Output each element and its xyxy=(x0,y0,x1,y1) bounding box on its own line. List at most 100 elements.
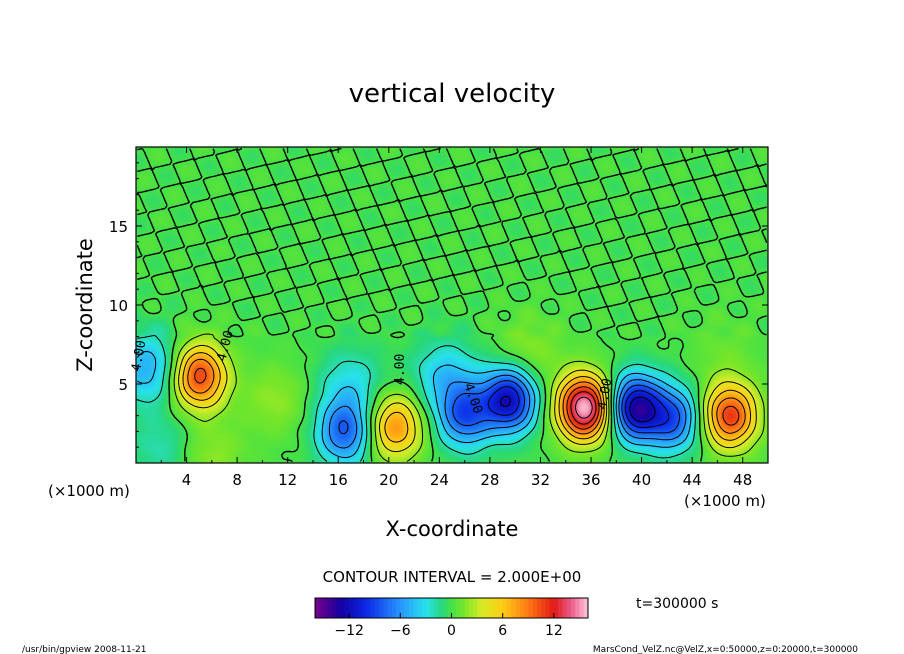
contour-line xyxy=(487,386,670,429)
colorbar-segment xyxy=(344,598,350,618)
colorbar-segment xyxy=(485,598,491,618)
contour-label: 4.00 xyxy=(129,339,149,372)
colorbar-segment xyxy=(442,598,448,618)
footer-left: /usr/bin/gpview 2008-11-21 xyxy=(22,645,146,654)
colorbar-segment xyxy=(562,598,568,618)
colorbar-segment xyxy=(524,598,529,618)
colorbar-segment xyxy=(349,598,354,618)
contour-line xyxy=(136,147,768,462)
colorbar-tick-label: 12 xyxy=(545,623,563,639)
chart-title: vertical velocity xyxy=(349,79,556,109)
x-axis-label: X-coordinate xyxy=(386,517,519,541)
colorbar-segment xyxy=(464,598,470,618)
colorbar-segment xyxy=(549,598,555,618)
x-tick-label: 8 xyxy=(232,471,242,489)
colorbar-segment xyxy=(511,598,516,618)
colorbar-segment xyxy=(575,598,580,618)
colorbar-segment xyxy=(519,598,525,618)
contour-lines xyxy=(136,147,768,462)
contour-line xyxy=(173,333,765,462)
colorbar-segment xyxy=(323,598,329,618)
colorbar-segment xyxy=(558,598,563,618)
colorbar-segment xyxy=(536,598,542,618)
colorbar-segment xyxy=(391,598,397,618)
y-tick-label: 5 xyxy=(118,376,128,394)
colorbar-segment xyxy=(566,598,572,618)
colorbar-tick-label: 6 xyxy=(498,623,507,639)
colorbar-segment xyxy=(494,598,499,618)
x-tick-label: 48 xyxy=(733,471,752,489)
colorbar-segment xyxy=(468,598,474,618)
colorbar-segment xyxy=(506,598,512,618)
contour-label: 4.00 xyxy=(393,354,408,385)
colorbar-segment xyxy=(515,598,521,618)
colorbar-tick-label: −12 xyxy=(334,623,364,639)
colorbar-segment xyxy=(545,598,551,618)
colorbar-segment xyxy=(413,598,418,618)
x-tick-label: 44 xyxy=(683,471,702,489)
colorbar-segment xyxy=(489,598,495,618)
colorbar-segment xyxy=(481,598,487,618)
x-unit-left: (×1000 m) xyxy=(48,482,130,500)
colorbar-segment xyxy=(400,598,406,618)
contour-line xyxy=(137,335,696,462)
colorbar-segment xyxy=(366,598,371,618)
contour-line xyxy=(194,367,740,430)
colorbar-segment xyxy=(541,598,546,618)
x-tick-label: 4 xyxy=(182,471,192,489)
colorbar-segment xyxy=(336,598,342,618)
x-tick-label: 32 xyxy=(531,471,550,489)
colorbar-segment xyxy=(387,598,393,618)
colorbar-segment xyxy=(502,598,508,618)
colorbar-segment xyxy=(319,598,325,618)
y-tick-label: 15 xyxy=(109,218,128,236)
colorbar-segment xyxy=(421,598,427,618)
y-tick-label: 10 xyxy=(109,297,128,315)
heatmap-image xyxy=(136,147,768,463)
colorbar-segment xyxy=(455,598,461,618)
colorbar-segment xyxy=(374,598,380,618)
colorbar-segment xyxy=(477,598,482,618)
contour-line xyxy=(182,352,751,443)
colorbar-segment xyxy=(327,598,333,618)
x-tick-label: 12 xyxy=(278,471,297,489)
colorbar-segment xyxy=(357,598,363,618)
contour-interval: CONTOUR INTERVAL = 2.000E+00 xyxy=(323,568,582,586)
colorbar-tick-label: 0 xyxy=(447,623,456,639)
colorbar-segment xyxy=(408,598,414,618)
colorbar-segment xyxy=(434,598,440,618)
x-tick-label: 20 xyxy=(379,471,398,489)
y-axis: 5 10 15 xyxy=(109,162,768,448)
x-tick-label: 28 xyxy=(480,471,499,489)
colorbar-segment xyxy=(570,598,576,618)
footer-right: MarsCond_VelZ.nc@VelZ,x=0:50000,z=0:2000… xyxy=(593,645,858,654)
x-tick-label: 40 xyxy=(632,471,651,489)
x-unit-right: (×1000 m) xyxy=(684,492,766,510)
colorbar-segment xyxy=(553,598,559,618)
y-axis-label: Z-coordinate xyxy=(73,238,97,372)
colorbar-tick-label: −6 xyxy=(390,623,411,639)
colorbar-segment xyxy=(583,598,589,618)
colorbar-segment xyxy=(340,598,346,618)
colorbar-segment xyxy=(447,598,452,618)
contour-line xyxy=(338,380,680,435)
contour-line xyxy=(575,396,593,419)
colorbar-segment xyxy=(430,598,435,618)
colorbar-segment xyxy=(532,598,538,618)
colorbar-segment xyxy=(361,598,367,618)
colorbar-segment xyxy=(404,598,410,618)
colorbar-segment xyxy=(460,598,465,618)
contour-line xyxy=(328,374,687,449)
x-axis: 4 8 12 16 20 24 28 32 36 40 44 48 xyxy=(160,147,752,489)
colorbar-segment xyxy=(353,598,359,618)
colorbar-segment xyxy=(378,598,384,618)
colorbar-segment xyxy=(528,598,534,618)
contour-line xyxy=(187,358,746,435)
contour-label: 4.00 xyxy=(595,377,615,410)
colorbar-segment xyxy=(451,598,457,618)
colorbar-segment xyxy=(370,598,376,618)
colorbar: −12 −6 0 6 12 xyxy=(314,597,589,639)
colorbar-segment xyxy=(579,598,585,618)
colorbar-segment xyxy=(383,598,389,618)
